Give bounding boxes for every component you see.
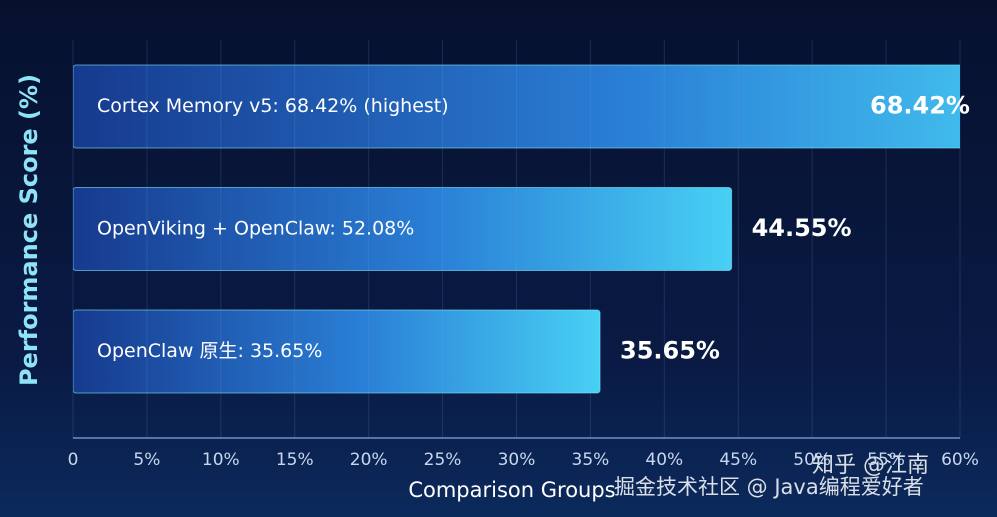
category-label: OpenClaw 原生: 35.65% (97, 340, 322, 362)
watermark: 知乎 @江南 (812, 453, 929, 478)
x-tick-label: 30% (498, 450, 536, 470)
value-label: 68.42% (870, 92, 970, 120)
x-tick-label: 10% (202, 450, 240, 470)
x-tick-label: 0 (68, 450, 79, 470)
x-tick-label: 35% (572, 450, 610, 470)
y-axis-title: Performance Score (%) (15, 74, 43, 386)
category-label: OpenViking + OpenClaw: 52.08% (97, 218, 414, 240)
x-tick-label: 60% (941, 450, 979, 470)
bar (73, 64, 960, 149)
x-tick-label: 50% (793, 450, 831, 470)
watermark: 掘金技术社区 @ Java编程爱好者 (614, 475, 924, 499)
x-tick-label: 25% (424, 450, 462, 470)
bar (73, 309, 601, 394)
x-tick-label: 5% (133, 450, 160, 470)
x-axis-title: Comparison Groups (408, 478, 615, 502)
x-tick-label: 20% (350, 450, 388, 470)
value-label: 44.55% (752, 214, 852, 242)
x-tick-label: 40% (645, 450, 683, 470)
category-label: Cortex Memory v5: 68.42% (highest) (97, 95, 449, 117)
bar (73, 187, 733, 271)
x-tick-label: 45% (719, 450, 757, 470)
x-tick-label: 15% (276, 450, 314, 470)
x-tick-label: 55% (867, 450, 905, 470)
plot-area (73, 64, 960, 394)
value-label: 35.65% (620, 337, 720, 365)
